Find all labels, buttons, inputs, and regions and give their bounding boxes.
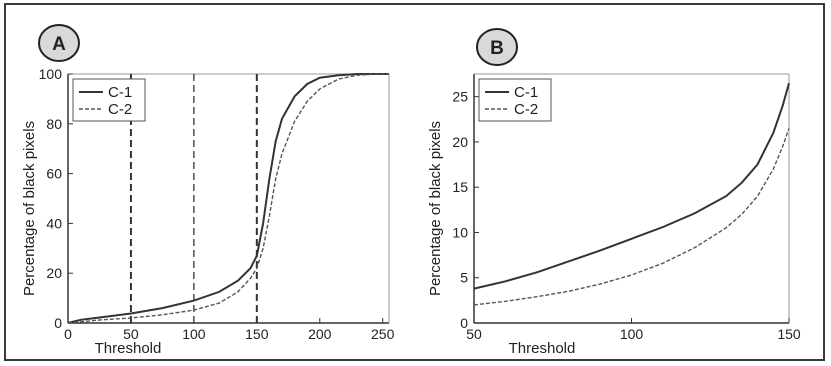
legend-label-c-2: C-2 [514, 101, 538, 118]
x-tick-label: 100 [182, 326, 206, 342]
x-tick-label: 150 [245, 326, 269, 342]
x-tick-label: 50 [466, 326, 482, 342]
legend-label-c-1: C-1 [514, 84, 538, 101]
x-tick-label: 150 [777, 326, 801, 342]
panel-badge-label: B [490, 38, 504, 59]
panel-badge-label: A [52, 34, 66, 55]
legend-label-c-2: C-2 [108, 101, 132, 118]
series-line-c-2 [67, 73, 389, 324]
x-axis-label: Threshold [95, 340, 162, 357]
panel-badge [38, 24, 80, 62]
panel-badge [476, 28, 518, 66]
panel-b: 0 5 10 15 20 25 50 100 150 Threshold Percentage of… [427, 28, 801, 357]
y-tick-label: 25 [452, 89, 468, 105]
x-tick-label: 250 [371, 326, 395, 342]
x-tick-label: 200 [308, 326, 332, 342]
y-tick-label: 60 [46, 166, 62, 182]
y-axis-label: Percentage of black pixels [427, 121, 444, 296]
y-tick-label: 40 [46, 215, 62, 231]
figure: 0 20 40 60 80 100 0 50 100 150 200 250 Threshold Perc… [4, 3, 825, 361]
series-line-c-1 [473, 82, 790, 290]
y-axis-label: Percentage of black pixels [21, 121, 38, 296]
series-line-c-1 [67, 73, 389, 324]
legend-label-c-1: C-1 [108, 84, 132, 101]
y-tick-label: 80 [46, 116, 62, 132]
x-axis-label: Threshold [509, 340, 576, 357]
series-line-c-2 [473, 128, 790, 306]
y-tick-label: 0 [54, 315, 62, 331]
legend-box [478, 78, 552, 122]
y-tick-label: 100 [39, 66, 63, 82]
legend-box [72, 78, 146, 122]
y-tick-label: 20 [46, 265, 62, 281]
y-tick-label: 15 [452, 179, 468, 195]
panel-a: 0 20 40 60 80 100 0 50 100 150 200 250 Threshold Perc… [21, 24, 395, 357]
y-tick-label: 0 [460, 315, 468, 331]
y-tick-label: 10 [452, 224, 468, 240]
x-tick-label: 50 [123, 326, 139, 342]
x-tick-label: 0 [64, 326, 72, 342]
x-tick-label: 100 [620, 326, 644, 342]
y-tick-label: 5 [460, 270, 468, 286]
y-tick-label: 20 [452, 134, 468, 150]
